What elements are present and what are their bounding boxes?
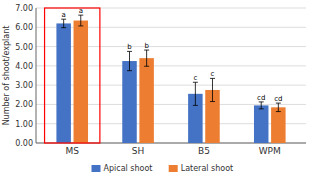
error-line	[212, 78, 213, 101]
annotation: c	[211, 70, 215, 78]
y-tick-label: 3.00	[15, 81, 33, 90]
y-tick-label: 1.00	[15, 120, 33, 129]
x-tick-label: WPM	[259, 146, 281, 156]
y-tick-label: 4.00	[15, 62, 33, 71]
error-line	[129, 51, 130, 70]
y-tick-label: 7.00	[15, 4, 33, 13]
error-bar	[259, 102, 264, 109]
legend: Apical shoot Lateral shoot	[92, 164, 234, 173]
legend-label: Lateral shoot	[181, 164, 234, 173]
bar	[122, 61, 136, 143]
legend-label: Apical shoot	[104, 164, 153, 173]
error-line	[80, 15, 81, 26]
chart: 0.00 1.00 2.00 3.00 4.00 5.00 6.00 7.00 Number o…	[0, 0, 312, 183]
error-cap	[259, 108, 264, 109]
x-tick-label: SH	[132, 146, 144, 156]
error-line	[63, 19, 64, 27]
error-line	[146, 50, 147, 66]
y-tick-label: 6.00	[15, 23, 33, 32]
error-cap	[193, 105, 198, 106]
error-bar	[210, 78, 215, 101]
y-tick-label: 2.00	[15, 100, 33, 109]
legend-swatch	[169, 165, 178, 172]
error-bar	[127, 51, 132, 70]
y-tick-label: 0.00	[15, 139, 33, 148]
annotation: a	[62, 11, 66, 19]
error-cap	[276, 111, 281, 112]
error-line	[261, 102, 262, 109]
y-axis-label: Number of shoot/explant	[2, 26, 11, 126]
error-cap	[210, 101, 215, 102]
x-tick-label: B5	[198, 146, 210, 156]
error-cap	[127, 70, 132, 71]
error-bar	[61, 19, 66, 27]
legend-swatch	[92, 165, 101, 172]
error-line	[278, 103, 279, 111]
error-bar	[78, 15, 83, 26]
annotation: c	[193, 74, 197, 82]
error-bar	[276, 103, 281, 111]
error-line	[195, 82, 196, 105]
bar	[254, 105, 268, 143]
annotation: b	[127, 43, 132, 51]
error-cap	[144, 66, 149, 67]
bar	[139, 58, 153, 143]
error-cap	[61, 27, 66, 28]
y-axis	[36, 8, 37, 143]
x-tick-label: MS	[65, 146, 79, 156]
y-tick-label: 5.00	[15, 43, 33, 52]
error-bar	[144, 50, 149, 66]
bar	[56, 23, 70, 143]
plot-area	[56, 15, 285, 143]
error-bar	[193, 82, 198, 105]
bar	[271, 107, 285, 143]
annotation: cd	[257, 94, 265, 102]
error-cap	[78, 25, 83, 26]
highlight	[45, 8, 100, 143]
bar	[74, 21, 88, 143]
annotation: cd	[274, 95, 282, 103]
annotation: b	[144, 42, 149, 50]
